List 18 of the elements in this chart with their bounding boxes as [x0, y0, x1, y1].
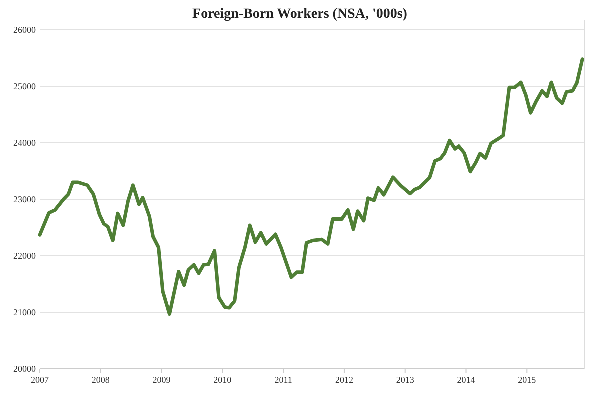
x-tick-label: 2012: [335, 375, 354, 385]
line-series: [38, 58, 584, 316]
x-tick-label: 2008: [92, 375, 110, 385]
y-tick-label: 24000: [14, 138, 36, 148]
x-tick-label: 2013: [396, 375, 415, 385]
y-tick-label: 22000: [14, 251, 36, 262]
y-tick-label: 23000: [14, 194, 36, 205]
chart-title: Foreign-Born Workers (NSA, '000s): [192, 7, 408, 22]
x-tick-label: 2015: [518, 375, 537, 385]
y-tick-label: 26000: [14, 25, 36, 36]
x-tick-label: 2010: [214, 375, 232, 385]
x-tick-label: 2009: [152, 375, 172, 385]
y-tick-label: 20000: [14, 364, 36, 374]
x-tick-label: 2007: [31, 375, 50, 385]
y-tick-label: 25000: [14, 82, 36, 92]
x-tick-label: 2011: [274, 375, 292, 385]
x-tick-label: 2014: [457, 375, 476, 385]
y-tick-label: 21000: [14, 308, 36, 318]
